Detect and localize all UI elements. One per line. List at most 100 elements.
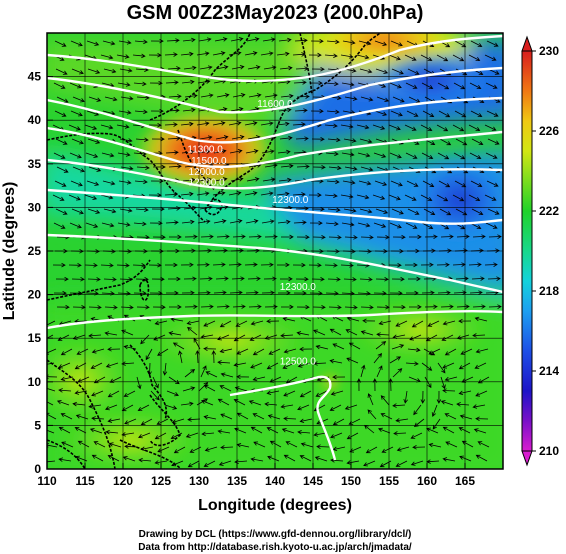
wind-arrow [378,320,392,326]
wind-arrow [376,332,390,337]
wind-arrow [453,290,467,295]
wind-arrow [168,331,182,336]
wind-arrow [391,276,405,282]
wind-arrow [374,249,388,254]
contour-label: 12500.0 [280,356,317,367]
wind-arrow [391,344,405,350]
wind-arrow [454,248,468,253]
wind-arrow [137,404,150,411]
wind-arrow [236,348,249,355]
wind-arrow [393,431,407,436]
wind-arrow [260,51,274,56]
wind-arrow [343,138,357,143]
coast-mindanao [119,439,181,469]
wind-arrow [93,376,106,384]
wind-arrow [395,320,408,327]
y-tick-label: 25 [28,244,42,258]
x-tick-label: 160 [417,474,437,488]
wind-arrow [231,276,245,281]
wind-arrow [86,249,100,254]
wind-arrow [214,37,228,42]
wind-arrow [196,262,210,267]
wind-arrow [136,305,150,310]
wind-arrow [312,164,326,170]
wind-arrow [299,455,312,462]
wind-arrow [168,164,182,169]
wind-arrow [118,249,132,254]
colorbar: 230 226 222 218 214 210 [521,35,559,467]
wind-arrow [280,163,294,169]
wind-arrow [439,208,452,216]
wind-arrow [198,177,212,182]
wind-arrow [145,348,153,361]
wind-arrow [326,179,340,185]
wind-arrow [283,416,297,421]
wind-arrow [230,248,244,253]
contour-label: 12300.0 [189,178,226,189]
wind-arrow [445,441,458,448]
wind-arrow [329,328,342,336]
wind-arrow [166,390,179,397]
wind-arrow [84,194,98,200]
wind-arrow [253,441,266,448]
wind-arrow [296,94,310,99]
wind-arrow [485,152,498,159]
wind-arrow [296,234,310,240]
wind-arrow [196,191,210,196]
contour-line-3 [47,96,503,144]
wind-arrow [424,376,432,389]
wind-arrow [107,418,121,423]
wind-arrow [328,165,342,171]
wind-arrow [410,432,423,439]
wind-arrow [388,54,401,61]
wind-arrow [229,290,243,295]
wind-arrow [165,262,178,268]
warm-patch-east [350,300,490,360]
wind-arrow [342,40,356,45]
wind-arrow [412,445,426,450]
wind-arrow [330,390,344,396]
wind-arrow [296,304,310,310]
wind-arrow [186,320,200,326]
wind-arrow [420,262,434,268]
wind-arrow [477,441,490,448]
wind-arrow [455,138,468,146]
wind-arrow [283,348,297,354]
wind-arrow [215,205,229,210]
wind-arrow [390,40,403,47]
wind-arrow [279,135,293,141]
wind-arrow [452,124,465,132]
wind-arrow [308,192,322,198]
wind-arrow [356,378,362,392]
wind-arrow [292,122,306,127]
wind-arrow [437,82,450,90]
wind-arrow [105,362,119,368]
wind-arrow [282,362,295,369]
wind-arrow [299,346,313,352]
wind-arrow [72,334,86,340]
wind-arrow [276,51,290,57]
wind-arrow [56,96,69,103]
y-axis-ticks: 0 5 10 15 20 25 30 35 40 45 [28,70,53,476]
wind-arrow [102,249,116,254]
wind-arrow [244,121,258,126]
wind-arrow [442,362,455,369]
coast-china-south [47,259,151,301]
wind-arrow [421,222,434,229]
wind-arrow [389,356,402,364]
wind-arrow [309,80,323,86]
wind-arrow [365,446,378,454]
wind-arrow [199,276,213,281]
wind-arrow [389,290,403,296]
wind-arrow [367,409,377,420]
wind-arrow [310,248,324,254]
wind-arrow [118,40,132,45]
wind-arrow [152,376,159,389]
wind-arrow [310,178,324,184]
wind-arrow [391,208,404,215]
wind-arrow [268,348,281,355]
wind-arrow [105,404,118,411]
wind-arrow [425,334,438,342]
wind-arrow [180,262,194,268]
wind-arrow [55,138,68,145]
